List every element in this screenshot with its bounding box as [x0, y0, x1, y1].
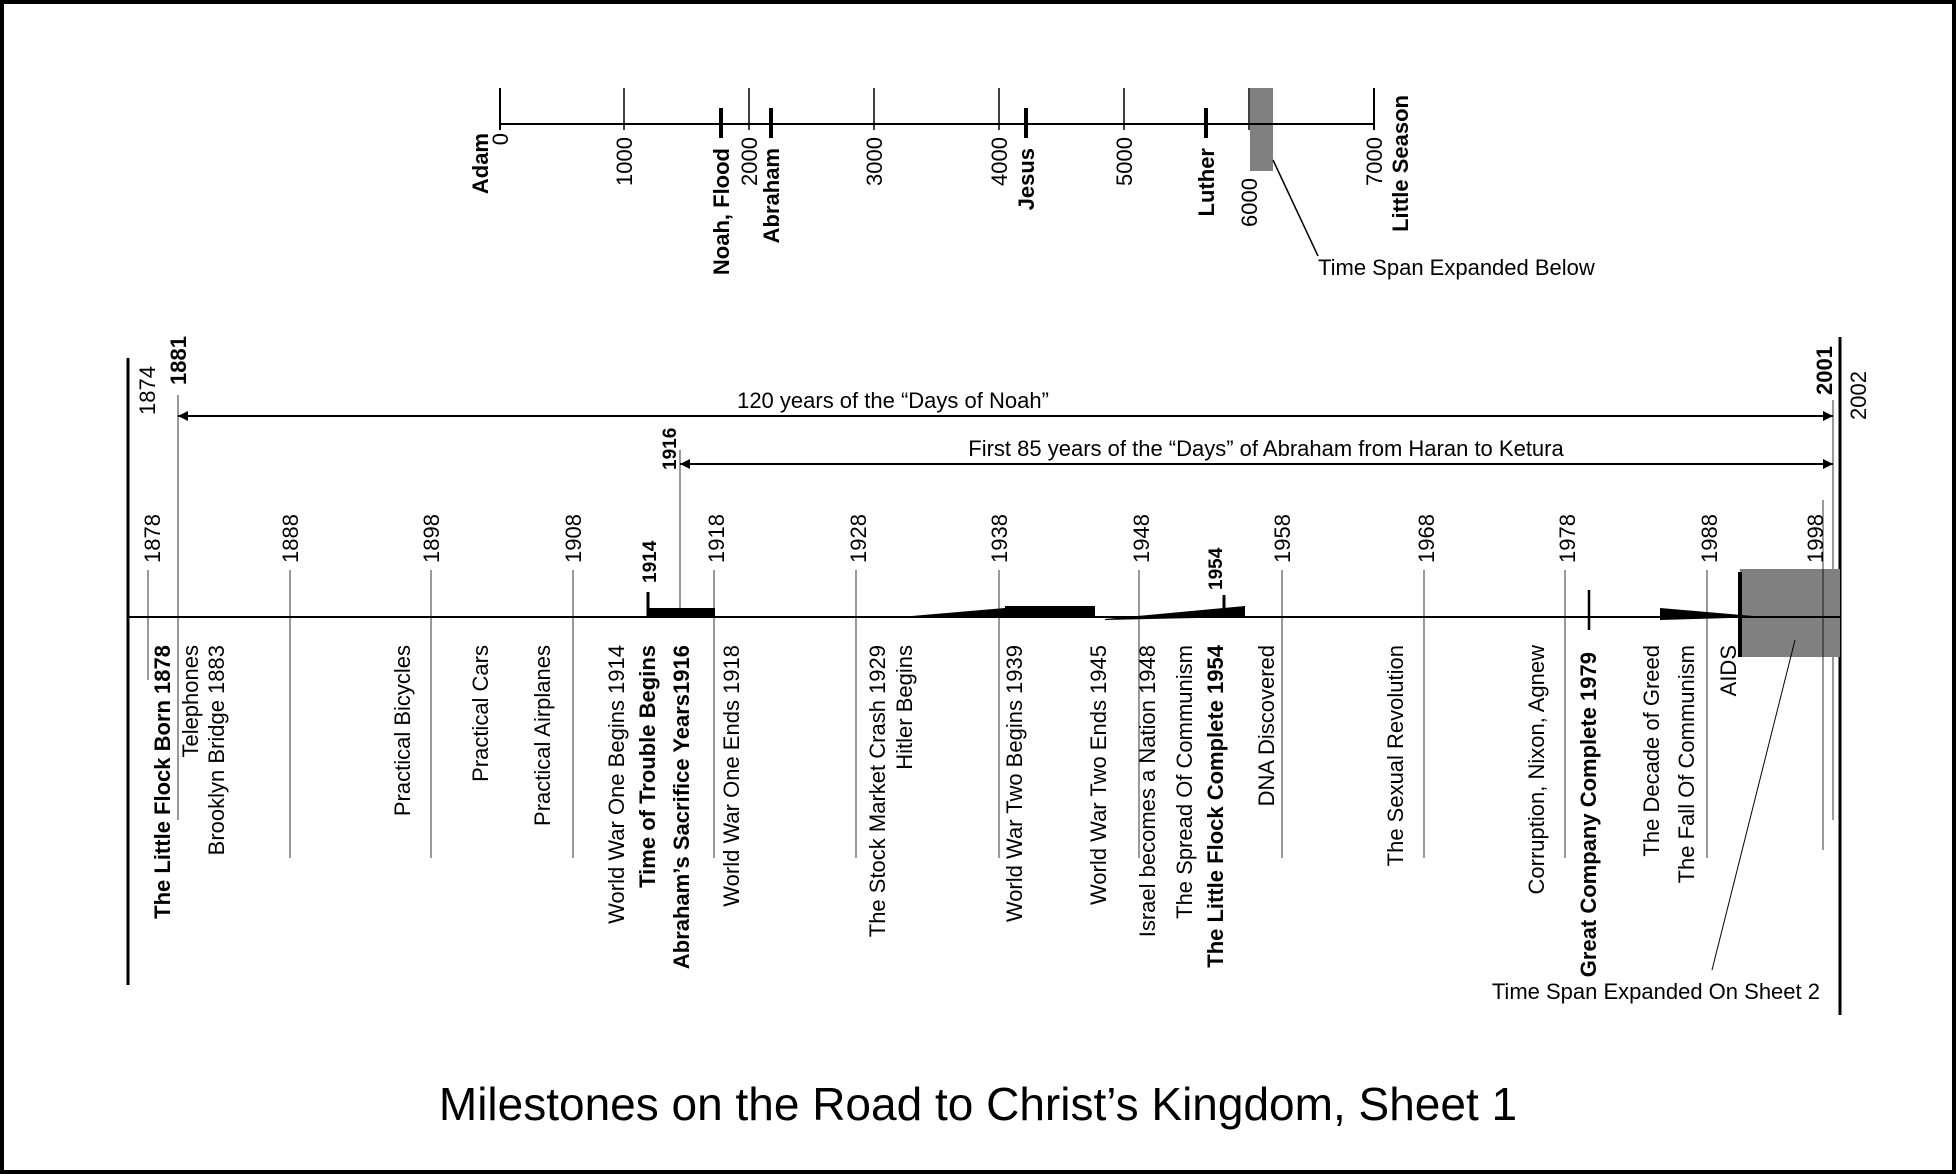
edge-year-2002: 2002 [1846, 371, 1871, 420]
event-label: Practical Bicycles [390, 645, 415, 816]
page-title: Milestones on the Road to Christ’s Kingd… [439, 1078, 1517, 1130]
period-wwii-buildup [900, 608, 1005, 617]
top-label-jesus: Jesus [1014, 148, 1039, 210]
event-label: Time of Trouble Begins [635, 645, 660, 888]
decade-label: 1918 [704, 514, 729, 563]
event-label: Corruption, Nixon, Agnew [1524, 645, 1549, 895]
event-label: The Decade of Greed [1639, 645, 1664, 857]
top-year-label: 6000 [1237, 178, 1262, 227]
top-label-luther: Luther [1194, 148, 1219, 217]
decade-label: 1898 [419, 514, 444, 563]
event-label: The Little Flock Complete 1954 [1203, 644, 1228, 968]
top-callout-line [1272, 159, 1319, 257]
event-label: World War Two Begins 1939 [1002, 645, 1027, 922]
event-label: DNA Discovered [1254, 645, 1279, 806]
decade-label: 1988 [1697, 514, 1722, 563]
edge-year-2001: 2001 [1812, 346, 1837, 395]
top-label-abraham: Abraham [759, 148, 784, 243]
event-label: AIDS [1716, 645, 1741, 696]
top-year-label: 5000 [1112, 137, 1137, 186]
event-label: The Stock Market Crash 1929 [865, 645, 890, 937]
top-year-label: 7000 [1362, 137, 1387, 186]
top-label-little-season: Little Season [1388, 95, 1413, 232]
top-year-label: 4000 [987, 137, 1012, 186]
top-year-label: 0 [488, 133, 513, 145]
span-days-of-abraham-label: First 85 years of the “Days” of Abraham … [968, 436, 1564, 461]
event-label: Great Company Complete 1979 [1576, 652, 1601, 977]
period-wwii [1005, 606, 1095, 617]
bottom-callout-text: Time Span Expanded On Sheet 2 [1492, 979, 1820, 1004]
top-year-label: 1000 [612, 137, 637, 186]
period-little-flock [1105, 606, 1245, 620]
event-label: Practical Airplanes [530, 645, 555, 826]
decade-label: 1878 [140, 514, 165, 563]
span-start-1916: 1916 [660, 428, 681, 470]
point-label-1954: 1954 [1206, 547, 1227, 590]
event-label: The Little Flock Born 1878 [150, 645, 175, 919]
edge-year-1874: 1874 [135, 366, 160, 415]
period-wwi [647, 608, 715, 617]
event-label: Israel becomes a Nation 1948 [1135, 645, 1160, 937]
event-label: World War One Ends 1918 [719, 645, 744, 907]
expanded-span-highlight [1740, 569, 1840, 657]
expanded-span-highlight [1250, 88, 1273, 171]
top-callout-text: Time Span Expanded Below [1318, 255, 1595, 280]
event-label: World War One Begins 1914 [604, 645, 629, 924]
edge-year-1881: 1881 [166, 336, 191, 385]
bottom-callout-line [1711, 639, 1796, 971]
point-label-1914: 1914 [640, 540, 661, 583]
event-label: Abraham’s Sacrifice Years1916 [669, 645, 694, 969]
decade-label: 1938 [987, 514, 1012, 563]
period-decade-of-greed [1660, 608, 1765, 620]
top-label-noah: Noah, Flood [709, 148, 734, 275]
top-year-label: 2000 [737, 137, 762, 186]
event-label: Brooklyn Bridge 1883 [204, 645, 229, 855]
decade-label: 1928 [846, 514, 871, 563]
top-timeline: 0 Adam 1000 2000 3000 4000 5000 6000 700… [468, 88, 1595, 280]
decade-label: 1968 [1414, 514, 1439, 563]
span-days-of-noah-label: 120 years of the “Days of Noah” [737, 388, 1049, 413]
event-label: World War Two Ends 1945 [1086, 645, 1111, 905]
event-label: The Spread Of Communism [1172, 645, 1197, 919]
decade-label: 1908 [561, 514, 586, 563]
decade-label: 1948 [1129, 514, 1154, 563]
main-timeline: 1874 1881 2001 2002 120 years of the “Da… [126, 336, 1871, 1015]
top-year-label: 3000 [862, 137, 887, 186]
event-label: Hitler Begins [892, 645, 917, 770]
decade-label: 1958 [1270, 514, 1295, 563]
decade-label: 1998 [1803, 514, 1828, 563]
event-label: The Fall Of Communism [1674, 645, 1699, 883]
decade-label: 1978 [1555, 514, 1580, 563]
decade-label: 1888 [278, 514, 303, 563]
event-label: Telephones [178, 645, 203, 758]
top-label-adam: Adam [468, 133, 493, 194]
event-label: The Sexual Revolution [1383, 645, 1408, 866]
event-label: Practical Cars [468, 645, 493, 782]
